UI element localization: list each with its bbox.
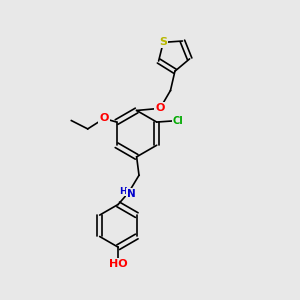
Text: HO: HO xyxy=(109,259,128,269)
Text: S: S xyxy=(159,38,167,47)
Text: Cl: Cl xyxy=(173,116,184,126)
Text: N: N xyxy=(127,189,136,199)
Text: O: O xyxy=(99,113,109,124)
Text: O: O xyxy=(155,103,165,113)
Text: H: H xyxy=(119,187,127,196)
